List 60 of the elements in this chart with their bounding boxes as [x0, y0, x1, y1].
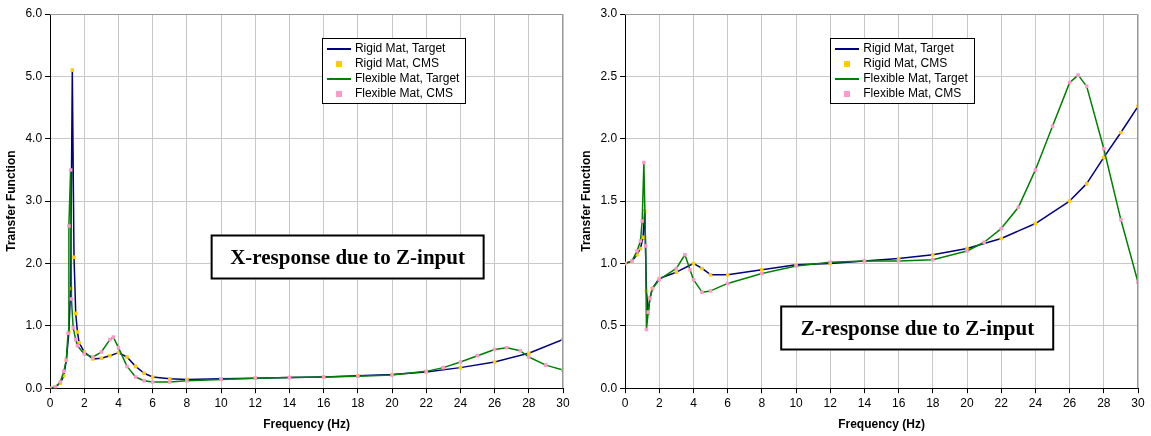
- x-tick-label: 12: [248, 395, 263, 410]
- y-axis-title: Transfer Function: [578, 150, 593, 252]
- x-tick-label: 6: [724, 395, 732, 410]
- x-tick-label: 6: [149, 395, 157, 410]
- y-tick-label: 0.5: [600, 318, 618, 333]
- legend-label: Rigid Mat, Target: [863, 41, 954, 56]
- x-tick-label: 0: [46, 395, 54, 410]
- x-tick-label: 26: [487, 395, 502, 410]
- x-tick-label: 4: [115, 395, 123, 410]
- x-axis-title: Frequency (Hz): [838, 417, 925, 432]
- x-tick-label: 10: [214, 395, 229, 410]
- y-tick-label: 0.0: [600, 380, 618, 395]
- legend-label: Rigid Mat, CMS: [863, 56, 948, 71]
- x-tick-label: 16: [891, 395, 906, 410]
- x-tick-label: 14: [857, 395, 872, 410]
- y-tick-label: 1.0: [600, 255, 618, 270]
- y-tick-label: 2.0: [25, 255, 43, 270]
- x-tick-label: 20: [960, 395, 975, 410]
- legend-label: Flexible Mat, Target: [354, 71, 460, 86]
- y-tick-label: 3.0: [25, 193, 43, 208]
- x-tick-label: 30: [556, 395, 570, 410]
- y-tick-label: 0.0: [25, 380, 43, 395]
- x-tick-label: 24: [453, 395, 468, 410]
- x-tick-label: 26: [1062, 395, 1077, 410]
- legend-label: Rigid Mat, CMS: [354, 56, 439, 71]
- annotation: Z-response due to Z-input: [780, 305, 1055, 351]
- x-tick-label: 2: [655, 395, 663, 410]
- x-axis-title: Frequency (Hz): [263, 417, 350, 432]
- y-tick-label: 2.0: [600, 131, 618, 146]
- y-tick-label: 1.0: [25, 318, 43, 333]
- legend-label: Flexible Mat, Target: [863, 71, 968, 86]
- x-tick-label: 18: [351, 395, 365, 410]
- y-axis-title: Transfer Function: [3, 150, 18, 252]
- legend-label: Flexible Mat, CMS: [863, 86, 962, 101]
- y-tick-label: 1.5: [600, 193, 618, 208]
- x-tick-label: 2: [80, 395, 88, 410]
- y-tick-label: 4.0: [25, 131, 43, 146]
- annotation: X-response due to Z-input: [210, 234, 485, 280]
- x-tick-label: 14: [282, 395, 297, 410]
- x-tick-label: 30: [1131, 395, 1145, 410]
- x-tick-label: 28: [522, 395, 536, 410]
- x-tick-label: 4: [690, 395, 698, 410]
- x-tick-label: 16: [316, 395, 331, 410]
- x-tick-label: 22: [419, 395, 434, 410]
- x-tick-label: 18: [926, 395, 940, 410]
- x-tick-label: 8: [183, 395, 191, 410]
- y-tick-label: 6.0: [25, 6, 43, 21]
- legend-label: Flexible Mat, CMS: [354, 86, 453, 101]
- x-tick-label: 28: [1097, 395, 1111, 410]
- x-tick-label: 22: [994, 395, 1009, 410]
- x-tick-label: 10: [789, 395, 804, 410]
- x-tick-label: 20: [385, 395, 400, 410]
- x-tick-label: 8: [758, 395, 766, 410]
- x-tick-label: 12: [823, 395, 838, 410]
- legend-label: Rigid Mat, Target: [354, 41, 446, 56]
- y-tick-label: 3.0: [600, 6, 618, 21]
- y-tick-label: 2.5: [600, 68, 618, 83]
- y-tick-label: 5.0: [25, 68, 43, 83]
- x-tick-label: 0: [621, 395, 629, 410]
- x-tick-label: 24: [1028, 395, 1043, 410]
